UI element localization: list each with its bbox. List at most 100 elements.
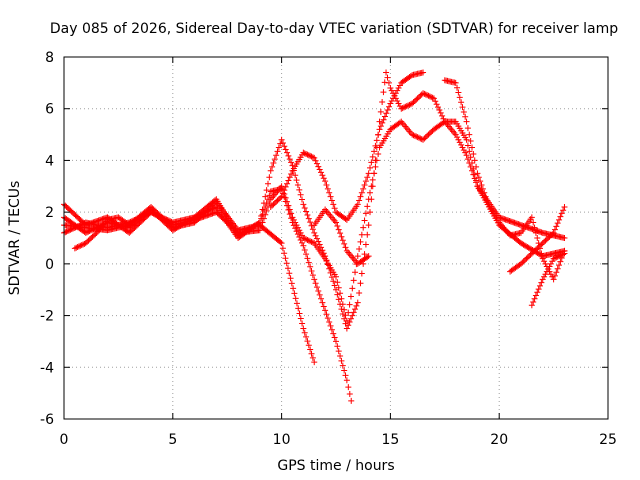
data-point: [282, 194, 289, 201]
data-point: [560, 207, 567, 214]
data-point: [392, 90, 399, 97]
data-point: [292, 295, 299, 302]
data-point: [430, 95, 437, 102]
data-point: [324, 261, 331, 268]
data-point: [539, 255, 546, 262]
data-point: [377, 108, 384, 115]
data-point: [437, 109, 444, 116]
data-point: [481, 189, 488, 196]
data-point: [307, 219, 314, 226]
data-point: [126, 222, 133, 229]
data-point: [301, 329, 308, 336]
data-point: [293, 222, 300, 229]
data-point: [341, 240, 348, 247]
data-point: [304, 151, 311, 158]
y-tick-label: -6: [40, 412, 54, 428]
data-point: [381, 113, 388, 120]
data-point: [281, 143, 288, 150]
data-point: [300, 242, 307, 249]
data-point: [346, 391, 353, 398]
data-point: [266, 200, 273, 207]
data-point: [311, 154, 318, 161]
data-point: [313, 160, 320, 167]
data-point: [301, 150, 308, 157]
data-point: [305, 215, 312, 222]
data-point: [275, 144, 282, 151]
data-point: [303, 150, 310, 157]
data-point: [390, 95, 397, 102]
data-point: [271, 156, 278, 163]
data-point: [361, 217, 368, 224]
data-point: [320, 250, 327, 257]
data-point: [417, 92, 424, 99]
data-point: [90, 232, 97, 239]
data-point: [73, 244, 80, 251]
data-point: [381, 79, 388, 86]
data-point: [318, 244, 325, 251]
data-point: [524, 254, 531, 261]
data-point: [323, 311, 330, 318]
data-point: [407, 73, 414, 80]
data-point: [299, 239, 305, 246]
data-point: [425, 131, 432, 138]
data-point: [372, 157, 379, 164]
data-point: [67, 226, 74, 233]
data-point: [86, 236, 93, 243]
data-point: [277, 140, 284, 147]
data-point: [289, 214, 296, 221]
data-point: [324, 315, 331, 322]
data-point: [561, 250, 568, 257]
data-point: [394, 97, 401, 104]
data-point: [379, 119, 386, 126]
data-point: [545, 266, 552, 273]
data-point: [467, 163, 474, 170]
data-point: [288, 171, 295, 178]
data-point: [308, 267, 315, 274]
data-point: [473, 163, 480, 170]
data-point: [320, 175, 327, 182]
data-point: [439, 112, 446, 119]
data-point: [388, 97, 395, 104]
data-point: [385, 79, 392, 86]
data-point: [346, 301, 353, 308]
data-point: [341, 315, 348, 322]
data-point: [339, 237, 346, 244]
data-point: [256, 227, 263, 234]
data-point: [63, 228, 70, 235]
data-point: [517, 260, 524, 267]
data-point: [466, 160, 473, 167]
data-point: [309, 354, 316, 361]
plot-frame: [63, 56, 609, 420]
data-point: [403, 103, 410, 110]
data-point: [284, 149, 291, 156]
data-point: [84, 238, 91, 245]
y-tick-label: 6: [45, 102, 54, 118]
data-point: [350, 277, 357, 284]
data-point: [424, 132, 431, 139]
data-point: [396, 119, 403, 126]
data-point: [256, 219, 263, 226]
data-point: [77, 242, 84, 249]
data-point: [554, 220, 561, 227]
data-point: [391, 92, 398, 99]
data-point: [375, 131, 382, 138]
data-point: [293, 177, 300, 184]
data-point: [294, 181, 301, 188]
data-point: [388, 87, 395, 94]
data-point: [538, 279, 545, 286]
data-point: [360, 224, 367, 231]
data-point: [477, 178, 484, 185]
x-tick-label: 0: [60, 432, 69, 448]
data-point: [64, 228, 71, 235]
data-point: [482, 193, 489, 200]
data-point: [483, 197, 490, 204]
data-point: [334, 279, 341, 286]
data-point: [291, 290, 298, 297]
data-point: [327, 322, 334, 329]
data-point: [267, 167, 274, 174]
data-point: [339, 310, 346, 317]
data-point: [78, 221, 85, 228]
data-point: [547, 232, 554, 239]
data-point: [259, 206, 266, 213]
